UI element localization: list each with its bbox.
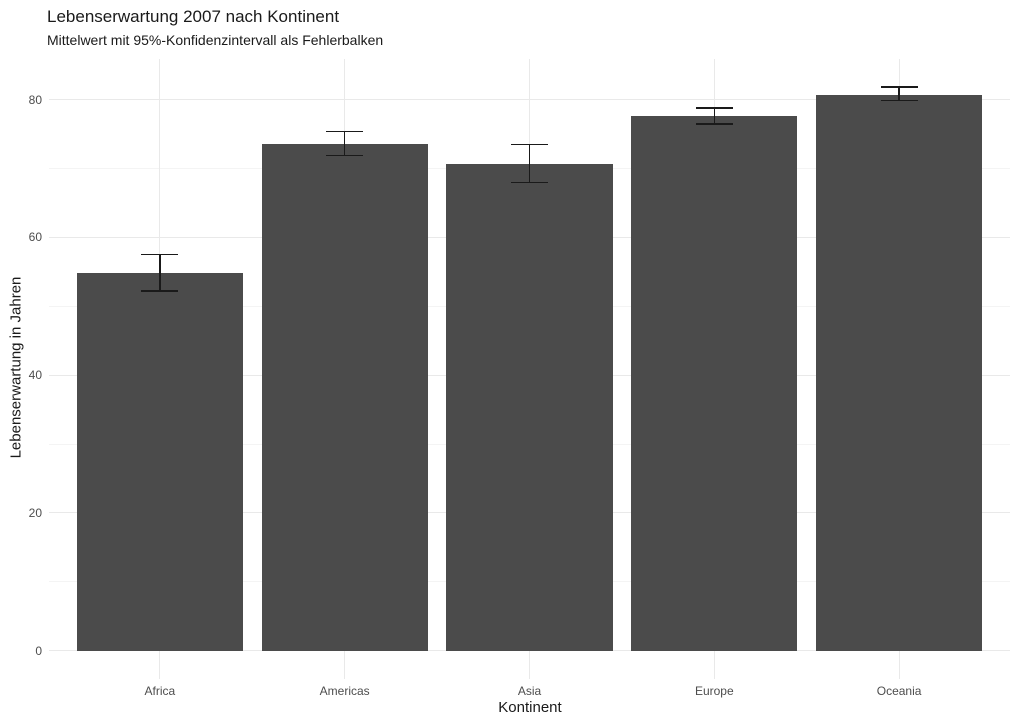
bar-europe — [631, 116, 798, 651]
gridline-minor-horizontal — [49, 581, 1010, 583]
x-tick-label-americas: Americas — [319, 684, 370, 698]
gridline-minor-horizontal — [49, 443, 1010, 445]
x-tick-label-europe: Europe — [694, 684, 734, 698]
y-axis-title: Lebenserwartung in Jahren — [7, 276, 25, 459]
chart-subtitle: Mittelwert mit 95%-Konfidenzintervall al… — [47, 32, 384, 48]
errorbar-cap-bottom-americas — [326, 154, 364, 157]
chart-title: Lebenserwartung 2007 nach Kontinent — [47, 7, 340, 26]
errorbar-line-asia — [528, 144, 531, 183]
y-tick-label-80: 80 — [28, 92, 42, 107]
errorbar-line-europe — [713, 107, 716, 124]
gridline-major-horizontal — [49, 512, 1010, 514]
errorbar-line-africa — [159, 254, 161, 292]
x-axis-title: Kontinent — [498, 699, 562, 716]
gridline-major-horizontal — [49, 236, 1010, 238]
errorbar-cap-top-africa — [141, 253, 179, 256]
bar-americas — [261, 143, 428, 651]
gridline-major-horizontal — [49, 650, 1010, 652]
x-tick-label-africa: Africa — [144, 684, 176, 698]
gridline-major-horizontal — [49, 99, 1010, 101]
errorbar-line-oceania — [898, 87, 900, 101]
errorbar-cap-top-oceania — [880, 86, 918, 88]
gridline-major-vertical — [344, 59, 346, 679]
errorbar-cap-top-americas — [326, 130, 364, 133]
gridline-major-horizontal — [49, 374, 1010, 376]
errorbar-cap-bottom-europe — [695, 123, 733, 125]
gridline-major-vertical — [529, 59, 530, 679]
gridline-minor-horizontal — [49, 168, 1010, 170]
x-tick-label-oceania: Oceania — [876, 684, 922, 698]
gridline-major-vertical — [159, 59, 161, 679]
bar-asia — [446, 163, 613, 651]
gridline-minor-horizontal — [49, 305, 1010, 307]
gridline-major-vertical — [898, 59, 900, 679]
bar-africa — [76, 273, 244, 651]
x-tick-label-asia: Asia — [517, 684, 542, 698]
gridline-major-vertical — [713, 59, 715, 679]
errorbar-cap-bottom-africa — [141, 290, 179, 292]
errorbar-line-americas — [343, 131, 346, 156]
errorbar-cap-top-asia — [511, 143, 548, 146]
y-tick-label-0: 0 — [35, 643, 42, 658]
bar-oceania — [815, 94, 983, 651]
errorbar-cap-bottom-oceania — [880, 99, 918, 102]
errorbar-cap-bottom-asia — [511, 181, 548, 184]
errorbar-cap-top-europe — [695, 107, 733, 109]
